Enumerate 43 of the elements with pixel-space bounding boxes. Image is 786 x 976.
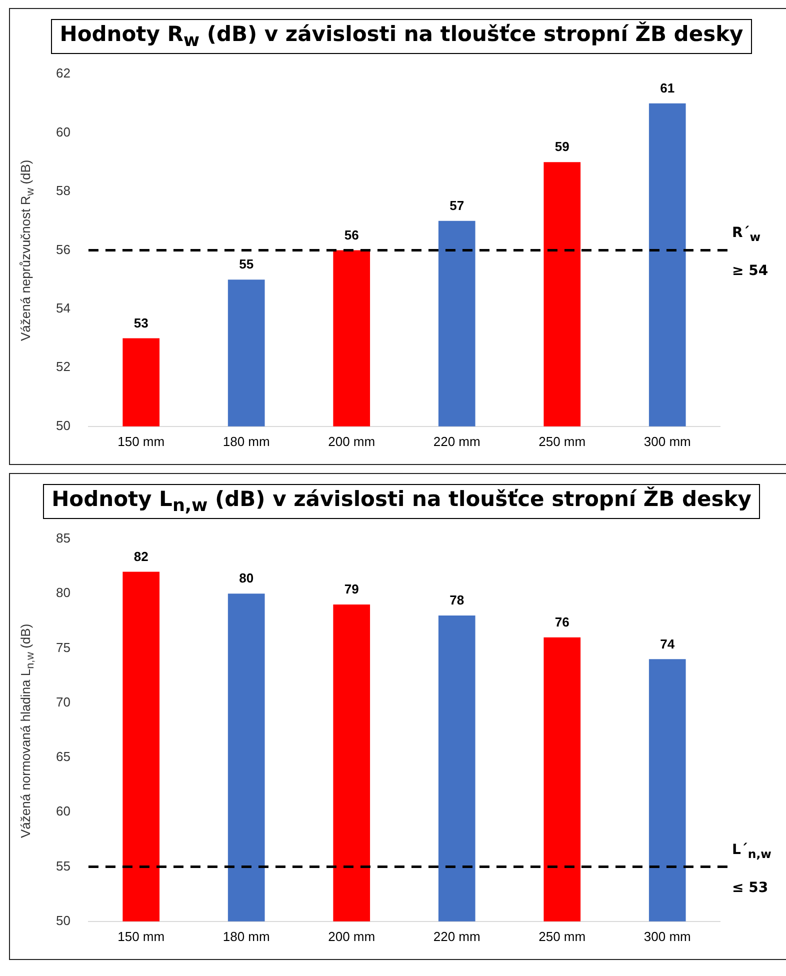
- y-tick-label: 50: [56, 913, 70, 928]
- data-label: 79: [344, 582, 359, 598]
- x-tick-label: 300 mm: [644, 434, 691, 449]
- text: L´$_{n,w}$ ≤ 53: [732, 842, 772, 896]
- y-tick-label: 85: [56, 530, 70, 546]
- x-tick-label: 250 mm: [538, 434, 586, 449]
- y-tick-label: 54: [56, 300, 70, 316]
- chart-title: Hodnoty L$_{n,w}$ (dB) v závislosti na tloušťce stropní ŽB desky: [42, 484, 760, 520]
- data-label: 56: [344, 227, 359, 242]
- data-label: 61: [660, 80, 675, 96]
- text: R´$_{w}$ ≥ 54: [732, 225, 768, 280]
- x-tick-label: 220 mm: [433, 929, 480, 944]
- x-tick-label: 150 mm: [118, 929, 165, 944]
- x-tick-label: 220 mm: [433, 434, 480, 449]
- x-tick-label: 250 mm: [538, 929, 586, 944]
- y-tick-label: 70: [56, 694, 70, 710]
- chart-title: Hodnoty R$_{w}$ (dB) v závislosti na tloušťce stropní ŽB desky: [50, 19, 752, 54]
- x-tick-label: 180 mm: [222, 929, 270, 944]
- x-tick-label: 180 mm: [222, 434, 270, 449]
- data-label: 59: [554, 139, 570, 154]
- y-tick-label: 50: [56, 418, 70, 434]
- y-tick-label: 52: [56, 359, 70, 374]
- data-label: 53: [134, 316, 148, 331]
- y-tick-label: 55: [56, 858, 70, 874]
- x-tick-label: 150 mm: [118, 434, 165, 449]
- y-tick-label: 56: [56, 242, 70, 257]
- x-tick-label: 300 mm: [644, 929, 691, 944]
- data-label: 76: [554, 614, 570, 630]
- data-label: 57: [450, 198, 464, 214]
- data-label: 82: [134, 549, 148, 564]
- y-tick-label: 58: [56, 183, 70, 198]
- x-tick-label: 200 mm: [328, 929, 376, 944]
- data-label: 80: [239, 571, 254, 586]
- data-label: 55: [239, 256, 254, 272]
- data-label: 74: [660, 636, 676, 652]
- y-tick-label: 60: [56, 804, 70, 820]
- y-tick-label: 62: [56, 66, 70, 81]
- y-tick-label: 80: [56, 586, 70, 601]
- x-tick-label: 200 mm: [328, 434, 376, 449]
- y-tick-label: 75: [56, 640, 70, 656]
- data-label: 78: [450, 592, 464, 608]
- y-tick-label: 65: [56, 749, 70, 764]
- y-tick-label: 60: [56, 124, 70, 140]
